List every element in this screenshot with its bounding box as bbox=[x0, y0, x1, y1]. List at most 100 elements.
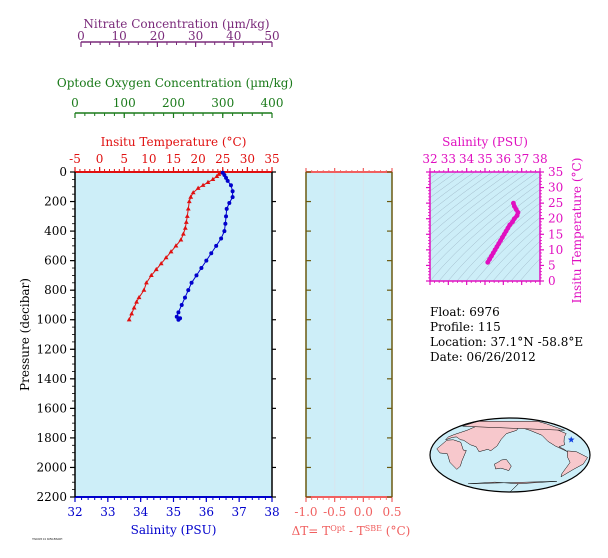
nitrate-tick-label: 40 bbox=[226, 29, 241, 43]
density-contour bbox=[430, 172, 511, 236]
temperature-tick-label: 5 bbox=[120, 152, 128, 166]
temperature-point bbox=[141, 287, 147, 292]
temperature-point bbox=[210, 176, 216, 181]
density-contour bbox=[447, 195, 540, 281]
pressure-tick-label: 400 bbox=[44, 224, 67, 238]
salinity-point bbox=[230, 195, 235, 200]
temperature-tick-label: 25 bbox=[215, 152, 230, 166]
temperature-point bbox=[216, 171, 222, 176]
profile-date: Date: 06/26/2012 bbox=[430, 350, 536, 364]
ts-salinity-tick-label: 37 bbox=[514, 152, 529, 166]
salinity-axis-label: Salinity (PSU) bbox=[131, 523, 217, 537]
density-contour bbox=[430, 172, 493, 220]
salinity-point bbox=[228, 183, 233, 188]
temperature-point bbox=[126, 317, 132, 322]
south-america bbox=[560, 450, 588, 478]
ts-temperature-tick-label: 30 bbox=[548, 181, 563, 195]
temperature-tick-label: 20 bbox=[190, 152, 205, 166]
pressure-tick-label: 0 bbox=[59, 165, 67, 179]
delta-plot-area bbox=[306, 172, 392, 497]
ts-temperature-tick-label: 20 bbox=[548, 212, 563, 226]
nitrate-tick-label: 0 bbox=[77, 29, 85, 43]
temperature-tick-label: 15 bbox=[166, 152, 181, 166]
temperature-point bbox=[144, 280, 149, 285]
nitrate-axis-label: Nitrate Concentration (µm/kg) bbox=[83, 17, 269, 31]
temperature-point bbox=[183, 219, 189, 224]
ts-temperature-label: Insitu Temperature (°C) bbox=[570, 158, 584, 304]
pressure-tick-label: 800 bbox=[44, 283, 67, 297]
salinity-point bbox=[224, 206, 229, 211]
ts-salinity-tick-label: 32 bbox=[422, 152, 437, 166]
ts-temperature-tick-label: 10 bbox=[548, 243, 563, 257]
density-contour bbox=[430, 172, 502, 228]
temperature-point bbox=[205, 179, 211, 184]
density-contour bbox=[519, 258, 540, 281]
salinity-point bbox=[204, 258, 209, 263]
salinity-point bbox=[224, 214, 229, 219]
map-outline bbox=[429, 417, 591, 493]
salinity-point bbox=[219, 236, 224, 241]
density-contour bbox=[430, 172, 448, 185]
salinity-point bbox=[174, 314, 179, 319]
nitrate-tick-label: 50 bbox=[264, 29, 279, 43]
ts-salinity-tick-label: 33 bbox=[441, 152, 456, 166]
temperature-point bbox=[153, 266, 159, 272]
pressure-tick-label: 200 bbox=[44, 195, 67, 209]
ts-salinity-tick-label: 34 bbox=[459, 152, 475, 166]
oxygen-tick-label: 100 bbox=[113, 96, 136, 110]
eurasia bbox=[445, 423, 520, 453]
pressure-axis-label: Pressure (decibar) bbox=[18, 278, 32, 391]
ts-point bbox=[511, 216, 517, 222]
profile-plot-area bbox=[75, 172, 272, 497]
temperature-point bbox=[134, 299, 139, 304]
density-contour bbox=[430, 172, 529, 252]
density-contour bbox=[465, 209, 540, 281]
greenland bbox=[462, 421, 565, 431]
map-land bbox=[436, 421, 588, 492]
density-contour bbox=[510, 249, 540, 281]
density-contour bbox=[483, 224, 540, 281]
ts-temperature-tick-label: 15 bbox=[548, 227, 563, 241]
temperature-point bbox=[163, 255, 169, 260]
temperature-point bbox=[158, 260, 164, 266]
ts-salinity-label: Salinity (PSU) bbox=[442, 135, 528, 149]
ts-point bbox=[507, 222, 513, 228]
africa bbox=[436, 439, 467, 470]
temperature-tick-label: -5 bbox=[69, 152, 81, 166]
float-info: Float: 6976 Profile: 115 Location: 37.1°… bbox=[430, 305, 583, 365]
australia bbox=[494, 459, 512, 471]
salinity-point bbox=[194, 273, 199, 278]
pressure-tick-label: 1400 bbox=[36, 372, 67, 386]
temperature-point bbox=[182, 225, 188, 230]
pressure-tick-label: 1600 bbox=[36, 401, 67, 415]
salinity-tick-label: 36 bbox=[199, 505, 214, 519]
temperature-axis-label: Insitu Temperature (°C) bbox=[101, 135, 247, 149]
salinity-point bbox=[182, 295, 187, 300]
pressure-tick-label: 2000 bbox=[36, 460, 67, 474]
salinity-point bbox=[223, 221, 228, 226]
density-contour bbox=[430, 172, 457, 192]
salinity-point bbox=[224, 175, 229, 180]
salinity-tick-label: 38 bbox=[264, 505, 279, 519]
ts-temperature-tick-label: 0 bbox=[548, 274, 556, 288]
temperature-point bbox=[200, 182, 206, 187]
pressure-tick-label: 1200 bbox=[36, 342, 67, 356]
oxygen-tick-label: 0 bbox=[71, 96, 79, 110]
temperature-point bbox=[180, 231, 186, 236]
density-contour bbox=[438, 189, 540, 281]
temperature-point bbox=[184, 213, 190, 218]
nitrate-tick-label: 10 bbox=[112, 29, 127, 43]
temperature-point bbox=[168, 249, 174, 254]
delta-axis-label: ΔT= TOpt - TSBE (°C) bbox=[292, 524, 411, 539]
density-contour bbox=[430, 172, 466, 198]
temperature-point bbox=[178, 237, 184, 242]
salinity-point bbox=[199, 266, 204, 271]
oxygen-tick-label: 400 bbox=[261, 96, 284, 110]
temperature-point bbox=[129, 311, 135, 316]
density-contour bbox=[430, 172, 439, 179]
salinity-point bbox=[227, 201, 232, 206]
salinity-point bbox=[179, 302, 184, 307]
density-contour bbox=[492, 232, 540, 281]
salinity-point bbox=[225, 178, 230, 183]
